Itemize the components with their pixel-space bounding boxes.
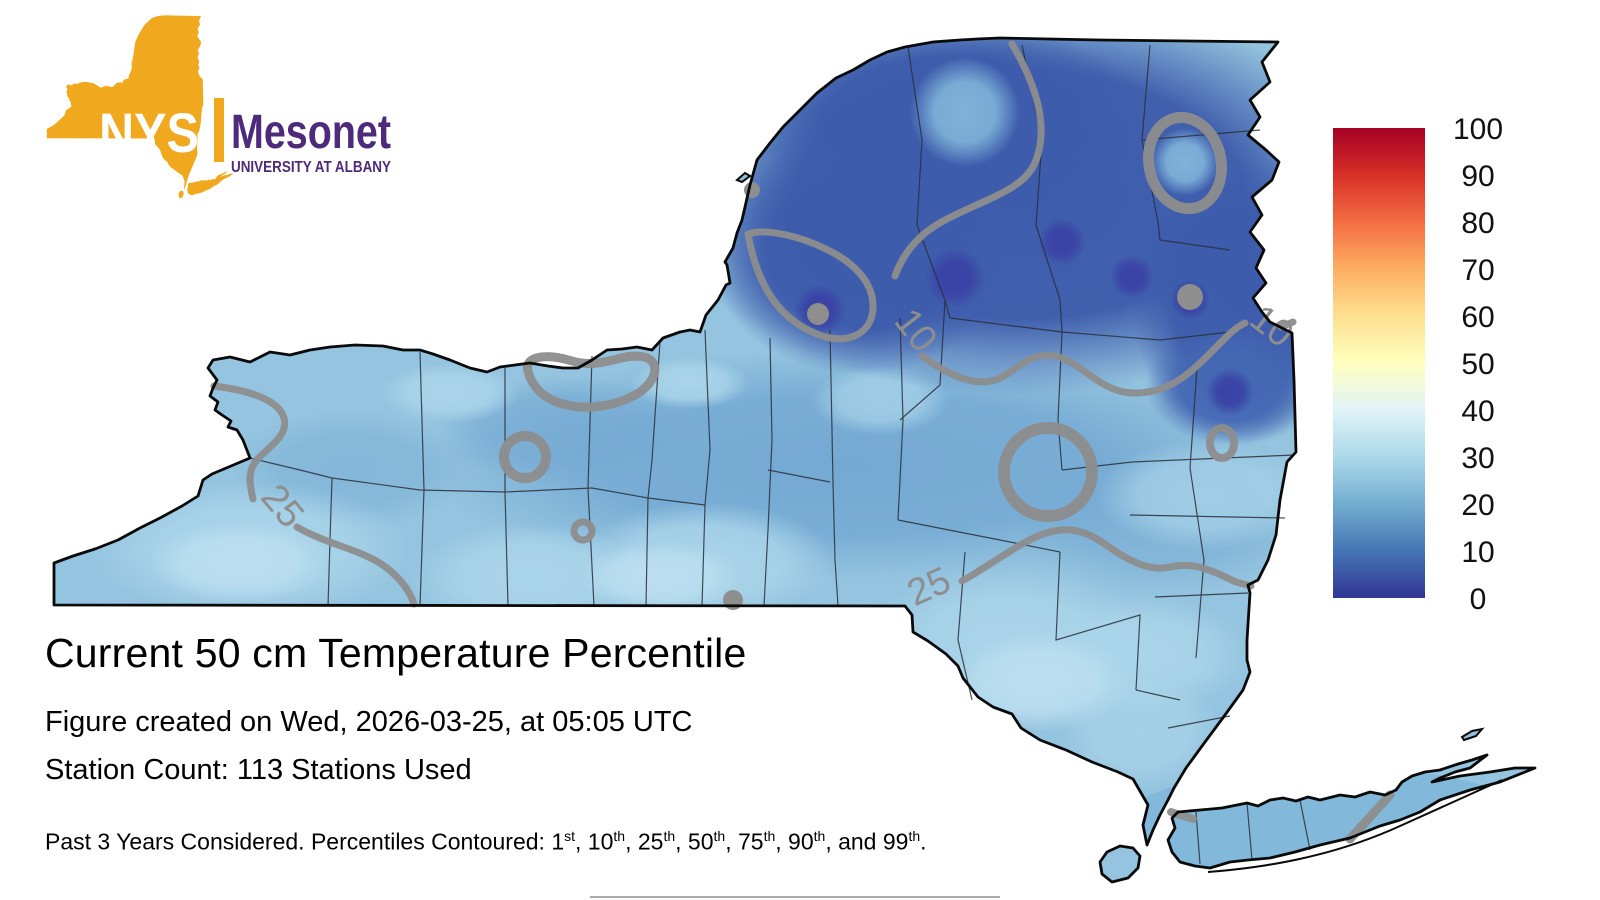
contour-10-east-end	[1277, 318, 1297, 331]
contour-loop-lakeshore	[523, 351, 660, 412]
galloo-island	[735, 171, 752, 184]
percentiles-note: Past 3 Years Considered. Percentiles Con…	[45, 828, 927, 855]
colorbar-tick-10: 10	[1461, 536, 1494, 569]
contour-ring-central	[499, 431, 551, 483]
colorbar-tick-90: 90	[1461, 160, 1494, 193]
contour-li-segment	[1345, 790, 1395, 844]
fishers-island	[1460, 727, 1485, 742]
colorbar: 100 90 80 70 60 50 40 30 20 10 0	[1333, 113, 1503, 616]
contour-10-mid	[918, 319, 1249, 397]
figure-created-line: Figure created on Wed, 2026-03-25, at 05…	[45, 706, 693, 738]
county-boundaries	[249, 44, 1311, 865]
contour-ring-east-small	[1206, 424, 1238, 462]
logo-divider-bar	[214, 98, 224, 162]
logo-subtitle-text: UNIVERSITY AT ALBANY	[231, 159, 391, 176]
colorbar-tick-0: 0	[1470, 583, 1487, 616]
colorbar-tick-40: 40	[1461, 395, 1494, 428]
contour-25-west-lower	[293, 523, 418, 608]
colorbar-tick-70: 70	[1461, 254, 1494, 287]
logo-nys-text: NYS	[99, 101, 199, 164]
percentile-contours	[210, 40, 1395, 844]
colorbar-tick-50: 50	[1461, 348, 1494, 381]
contour-ring-small	[570, 518, 596, 544]
islets	[735, 171, 1485, 742]
colorbar-tick-20: 20	[1461, 489, 1494, 522]
contour-ring-ne	[1143, 111, 1227, 215]
station-count-line: Station Count: 113 Stations Used	[45, 754, 472, 786]
colorbar-gradient	[1333, 128, 1425, 598]
colorbar-tick-100: 100	[1453, 113, 1503, 146]
contour-queens-segment	[1167, 808, 1197, 823]
logo-brand-text: Mesonet	[231, 106, 391, 159]
figure-title: Current 50 cm Temperature Percentile	[45, 630, 747, 676]
contour-10-north	[891, 40, 1045, 280]
colorbar-tick-60: 60	[1461, 301, 1494, 334]
colorbar-tick-80: 80	[1461, 207, 1494, 240]
contour-25-east	[958, 526, 1255, 590]
nys-mesonet-logo: NYS Mesonet UNIVERSITY AT ALBANY	[46, 15, 391, 199]
contour-10-lobe	[744, 228, 877, 343]
contour-ring-catskill	[998, 422, 1098, 522]
contour-25-west-upper	[210, 382, 289, 503]
note-prefix: Past 3 Years Considered. Percentiles Con…	[45, 828, 552, 855]
barrier-islands	[1207, 779, 1503, 873]
colorbar-tick-30: 30	[1461, 442, 1494, 475]
